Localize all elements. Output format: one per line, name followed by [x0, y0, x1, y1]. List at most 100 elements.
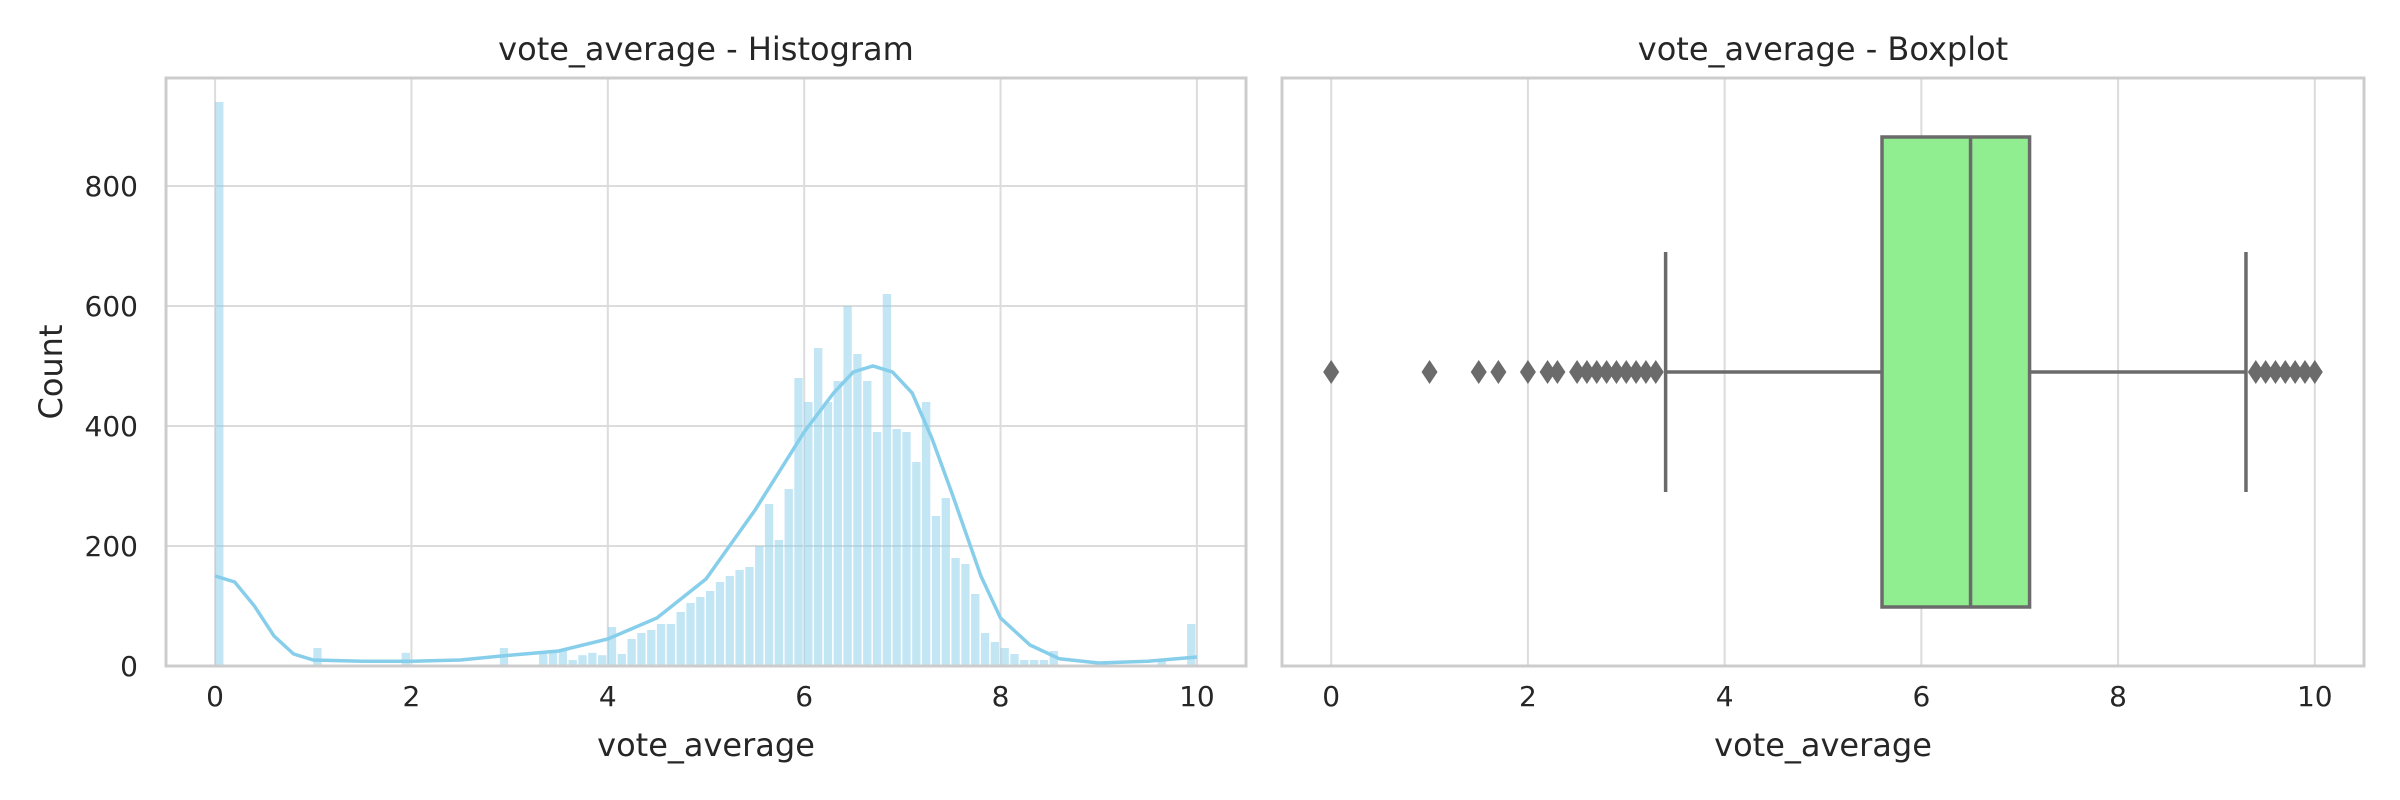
histogram-bar [931, 516, 941, 666]
histogram-bar [980, 633, 990, 666]
boxplot-outlier-marker [2296, 360, 2313, 384]
boxplot-outlier-marker [1618, 360, 1635, 384]
histogram-bar [1039, 660, 1049, 666]
histogram-x-tick-label: 2 [403, 680, 421, 713]
histogram-y-label: Count [32, 324, 70, 419]
histogram-bar [833, 381, 842, 666]
boxplot-outlier-marker [2257, 360, 2274, 384]
histogram-bar [794, 378, 803, 666]
histogram-bar [764, 504, 774, 666]
histogram-bar [617, 654, 626, 666]
histogram-bar [715, 582, 725, 666]
histogram-x-tick-label: 8 [992, 680, 1010, 713]
histogram-y-tick-label: 800 [85, 170, 138, 203]
histogram-bar [578, 655, 587, 666]
histogram-bar [637, 633, 646, 666]
boxplot-x-tick-label: 6 [1912, 680, 1930, 713]
histogram-bar [823, 402, 833, 666]
histogram-bar [558, 649, 568, 666]
boxplot-x-label: vote_average [1714, 726, 1932, 764]
histogram-bar [853, 354, 862, 666]
histogram-bar [725, 576, 734, 666]
histogram-bar [656, 624, 666, 666]
histogram-y-tick-label: 0 [120, 650, 138, 683]
histogram-bar [686, 603, 695, 666]
histogram-y-ticks: 0 200 400 600 800 [85, 170, 138, 683]
histogram-x-tick-label: 0 [206, 680, 224, 713]
histogram-y-tick-label: 200 [85, 530, 138, 563]
histogram-bar [215, 102, 224, 666]
histogram-frame [164, 76, 1248, 668]
boxplot-outlier-marker [1637, 360, 1654, 384]
histogram-bar [696, 597, 705, 666]
histogram-bar [735, 570, 744, 666]
boxplot-outlier-marker [1470, 360, 1487, 384]
boxplot-outlier-marker [1549, 360, 1566, 384]
histogram-bar [676, 612, 685, 666]
histogram-bar [863, 381, 872, 666]
histogram-bar [548, 651, 558, 666]
histogram-bar [804, 402, 813, 666]
boxplot-outlier-marker [2277, 360, 2294, 384]
boxplot-outlier-marker [1628, 360, 1645, 384]
histogram-bar [666, 624, 676, 666]
histogram-x-tick-label: 6 [795, 680, 813, 713]
boxplot-outlier-marker [1539, 360, 1556, 384]
histogram-bars [215, 102, 1196, 666]
histogram-bar [951, 558, 960, 666]
histogram-bar [843, 306, 852, 666]
histogram-bar [1187, 624, 1196, 666]
histogram-bar [1049, 651, 1058, 666]
histogram-bar [598, 655, 607, 666]
boxplot-outlier-marker [1608, 360, 1625, 384]
histogram-bar [588, 652, 597, 666]
histogram-bar [971, 594, 980, 666]
boxplot-body [1663, 135, 2248, 609]
boxplot-x-tick-label: 0 [1322, 680, 1340, 713]
histogram-bar [1157, 660, 1166, 666]
histogram-bar [647, 630, 656, 666]
histogram-bar [922, 402, 931, 666]
histogram-bar [568, 660, 577, 666]
histogram-bar [1030, 660, 1039, 666]
boxplot-outlier-marker [1421, 360, 1438, 384]
histogram-bar [961, 564, 970, 666]
boxplot-box [1880, 135, 2032, 609]
histogram-bar [1020, 660, 1029, 666]
histogram-kde-curve [214, 364, 1198, 665]
boxplot-outlier-marker [2287, 360, 2304, 384]
boxplot-outlier-marker [1578, 360, 1595, 384]
histogram-bar [872, 432, 882, 666]
histogram-bar [774, 540, 784, 666]
boxplot-outlier-marker [1490, 360, 1507, 384]
histogram-bar [539, 654, 548, 666]
histogram-bar [313, 648, 322, 666]
histogram-bar [990, 642, 1000, 666]
boxplot-panel: vote_average - Boxplot 0 2 4 6 8 10 vote_aver… [1280, 30, 2366, 764]
histogram-bar [755, 546, 764, 666]
boxplot-frame [1280, 76, 2366, 668]
boxplot-x-tick-label: 8 [2109, 680, 2127, 713]
boxplot-outlier-marker [1588, 360, 1605, 384]
boxplot-outlier-marker [1598, 360, 1615, 384]
histogram-bar [401, 652, 410, 666]
histogram-x-tick-label: 4 [599, 680, 617, 713]
boxplot-outlier-marker [2267, 360, 2284, 384]
boxplot-title: vote_average - Boxplot [1638, 30, 2008, 68]
histogram-bar [882, 294, 892, 666]
histogram-bar [745, 567, 754, 666]
boxplot-outlier-marker [1647, 360, 1664, 384]
histogram-bar [912, 462, 921, 666]
boxplot-x-ticks: 0 2 4 6 8 10 [1322, 680, 2332, 713]
histogram-bar [902, 432, 911, 666]
histogram-y-tick-label: 400 [85, 410, 138, 443]
histogram-x-ticks: 0 2 4 6 8 10 [206, 680, 1215, 713]
histogram-bar [607, 627, 617, 666]
histogram-bar [706, 591, 715, 666]
histogram-bar [784, 489, 793, 666]
boxplot-outliers [1323, 360, 2323, 384]
boxplot-outlier-marker [2306, 360, 2323, 384]
histogram-bar [627, 639, 636, 666]
histogram-bar [941, 498, 950, 666]
